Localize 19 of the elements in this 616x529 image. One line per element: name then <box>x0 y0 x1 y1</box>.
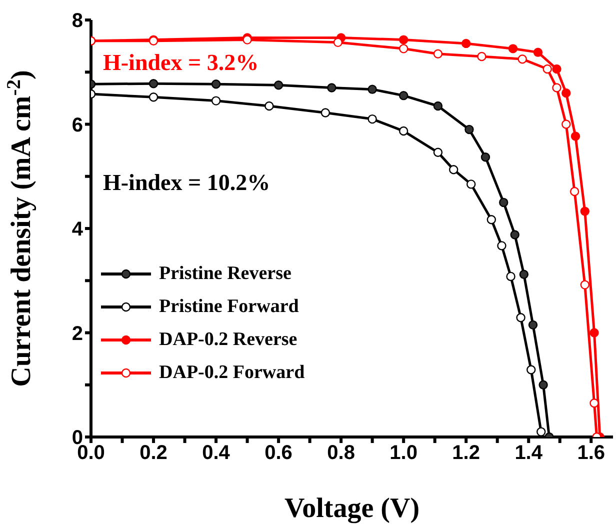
legend-label: Pristine Forward <box>159 296 299 318</box>
legend-label: DAP-0.2 Forward <box>159 362 305 384</box>
y-tick-label: 2 <box>72 322 83 345</box>
x-tick-label: 0.8 <box>327 442 355 464</box>
x-tick-label: 0.2 <box>140 442 168 464</box>
y-tick-label: 6 <box>72 114 83 136</box>
annotation: H-index = 3.2% <box>103 50 259 76</box>
legend-label: Pristine Reverse <box>159 263 292 286</box>
x-axis-title: Voltage (V) <box>284 493 420 524</box>
x-tick-label: 1.2 <box>452 442 480 464</box>
x-tick-label: 0.4 <box>202 442 231 464</box>
y-tick-label: 8 <box>72 10 83 32</box>
y-tick-label: 4 <box>72 218 84 241</box>
x-tick-label: 1.6 <box>577 442 606 464</box>
annotation: H-index = 10.2% <box>103 170 270 196</box>
x-tick-label: 1.4 <box>514 442 544 464</box>
x-tick-label: 1.0 <box>390 442 418 464</box>
legend-label: DAP-0.2 Reverse <box>159 329 298 352</box>
x-tick-label: 0.6 <box>264 442 292 464</box>
